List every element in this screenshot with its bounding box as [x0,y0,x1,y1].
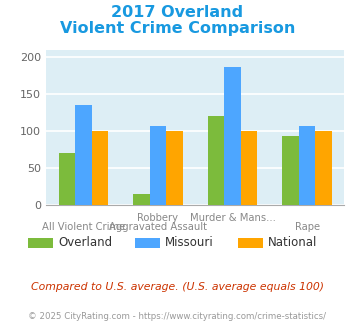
Bar [75,105,92,205]
Bar [283,136,299,205]
Bar [315,131,332,205]
Text: Rape: Rape [295,222,320,232]
Bar [92,131,108,205]
Text: © 2025 CityRating.com - https://www.cityrating.com/crime-statistics/: © 2025 CityRating.com - https://www.city… [28,312,327,321]
Text: National: National [268,236,317,249]
Bar [59,153,75,205]
Text: Overland: Overland [59,236,113,249]
Text: Robbery: Robbery [137,213,179,223]
Bar [224,67,241,205]
Bar [208,116,224,205]
Bar [299,126,315,205]
Bar [150,126,166,205]
Text: Murder & Mans...: Murder & Mans... [190,213,275,223]
Bar [241,131,257,205]
Text: Missouri: Missouri [165,236,214,249]
Bar [166,131,182,205]
Text: Violent Crime Comparison: Violent Crime Comparison [60,21,295,36]
Text: 2017 Overland: 2017 Overland [111,5,244,20]
Bar [133,193,150,205]
Text: Aggravated Assault: Aggravated Assault [109,222,207,232]
Text: Compared to U.S. average. (U.S. average equals 100): Compared to U.S. average. (U.S. average … [31,282,324,292]
Text: All Violent Crime: All Violent Crime [42,222,125,232]
